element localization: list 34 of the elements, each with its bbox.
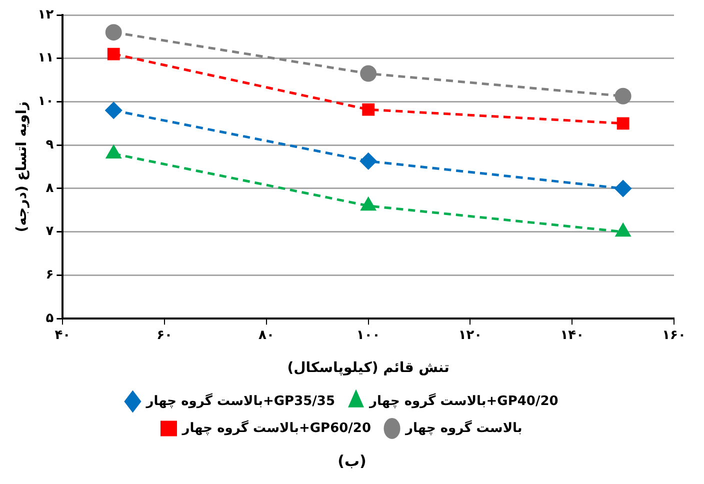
point	[360, 152, 377, 170]
point	[106, 146, 121, 159]
point	[105, 24, 122, 41]
point	[362, 103, 375, 116]
point	[105, 102, 122, 119]
y-tick-label: ۵	[46, 310, 54, 326]
x-tick-label: ۱۶۰	[662, 328, 686, 343]
y-tick-label: ۶	[46, 268, 54, 283]
x-tick-label: ۱۲۰	[458, 328, 482, 343]
point	[616, 224, 630, 237]
legend-label: بالاست گروه چهار+GP35/35	[145, 392, 336, 409]
y-tick-label: ۹	[46, 137, 54, 152]
legend-label: بالاست گروه چهار+GP40/20	[368, 392, 558, 409]
x-tick-label: ۴۰	[54, 328, 71, 343]
x-tick-label: ۸۰	[258, 328, 274, 343]
text: (ب)	[336, 452, 368, 470]
point	[616, 117, 630, 130]
y-tick-label: ۱۱	[38, 50, 54, 66]
x-tick-label: ۶۰	[156, 328, 172, 343]
point	[614, 180, 632, 197]
point	[614, 88, 632, 104]
y-tick-label: ۱۲	[38, 7, 54, 22]
point	[361, 198, 376, 211]
legend-label: بالاست گروه چهار+GP60/20	[181, 420, 372, 436]
y-axis-title: زاویه اتساع (درجه)	[14, 101, 30, 232]
point	[107, 48, 120, 60]
y-tick-label: ۷	[46, 224, 54, 240]
point	[360, 65, 377, 82]
y-tick-label: ۱۰	[38, 94, 54, 110]
y-tick-label: ۸	[46, 180, 54, 196]
x-axis-title: تنش قائم (کیلوپاسکال)	[287, 360, 450, 376]
legend-label: بالاست گروه چهار	[404, 420, 522, 436]
x-tick-label: ۱۰۰	[356, 328, 380, 343]
x-tick-label: ۱۴۰	[560, 328, 584, 343]
